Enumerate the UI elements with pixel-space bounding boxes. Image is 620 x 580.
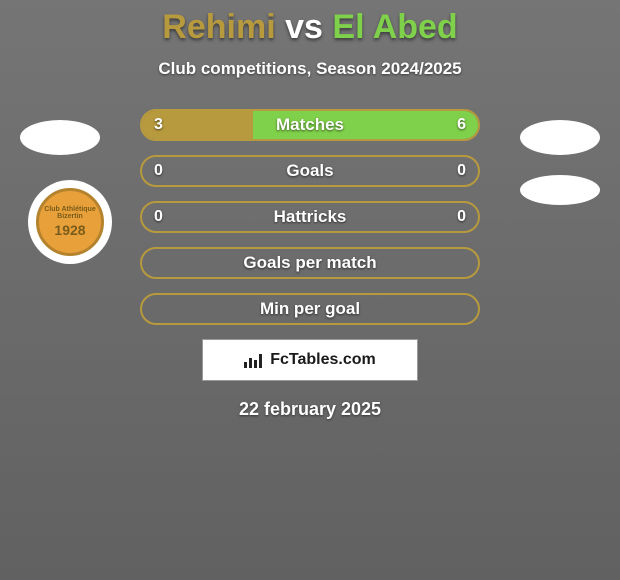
bar-label: Min per goal xyxy=(142,299,478,319)
stat-bars: 36Matches 00Goals 00Hattricks Goals per mat… xyxy=(140,109,480,325)
stat-bar-row: 36Matches xyxy=(140,109,480,141)
bar-label: Hattricks xyxy=(142,207,478,227)
club-logo-inner: Club Athlétique Bizertin 1928 xyxy=(36,188,104,256)
club-logo-text: Club Athlétique Bizertin xyxy=(39,206,101,221)
club-logo-year: 1928 xyxy=(54,223,85,238)
date-text: 22 february 2025 xyxy=(0,399,620,420)
stat-bar-row: Min per goal xyxy=(140,293,480,325)
player2-avatar-placeholder-1 xyxy=(520,120,600,155)
stat-bar-row: Goals per match xyxy=(140,247,480,279)
bar-chart-icon xyxy=(244,352,264,368)
club-logo: Club Athlétique Bizertin 1928 xyxy=(28,180,112,264)
player1-avatar-placeholder xyxy=(20,120,100,155)
page-title: Rehimi vs El Abed xyxy=(0,0,620,47)
player2-name: El Abed xyxy=(332,8,457,46)
attribution-badge: FcTables.com xyxy=(202,339,418,381)
bar-label: Matches xyxy=(142,115,478,135)
player1-name: Rehimi xyxy=(162,8,275,46)
stat-bar-row: 00Hattricks xyxy=(140,201,480,233)
stat-bar-row: 00Goals xyxy=(140,155,480,187)
attribution-text: FcTables.com xyxy=(270,351,376,369)
subtitle: Club competitions, Season 2024/2025 xyxy=(0,59,620,79)
player2-avatar-placeholder-2 xyxy=(520,175,600,205)
bar-label: Goals xyxy=(142,161,478,181)
vs-text: vs xyxy=(285,8,323,46)
bar-label: Goals per match xyxy=(142,253,478,273)
comparison-card: Rehimi vs El Abed Club competitions, Sea… xyxy=(0,0,620,580)
